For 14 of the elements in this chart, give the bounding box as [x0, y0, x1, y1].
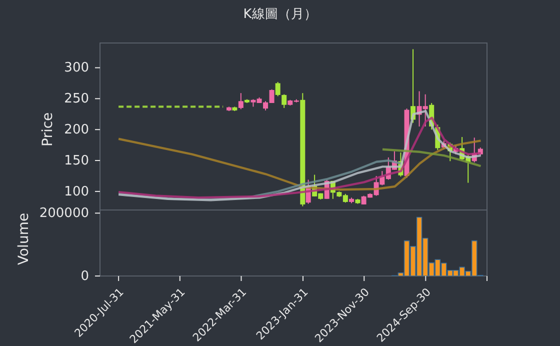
y-tick-label: 250 — [64, 92, 89, 107]
y-tick-label: 100 — [64, 184, 89, 200]
y-tick-label: 200 — [64, 122, 89, 138]
candlestick — [238, 92, 244, 110]
y-axis-title: Volume — [16, 212, 32, 265]
y-tick-label: 0 — [80, 269, 89, 284]
y-tick-label: 300 — [64, 60, 89, 76]
chart-title: K線圖（月） — [242, 6, 318, 23]
line-series — [381, 148, 482, 168]
candlestick — [282, 94, 287, 108]
candlestick — [275, 81, 280, 97]
y-tick-label: 200000 — [39, 206, 89, 222]
y-tick-label: 150 — [64, 154, 89, 169]
y-axis-title: Price — [40, 112, 56, 146]
